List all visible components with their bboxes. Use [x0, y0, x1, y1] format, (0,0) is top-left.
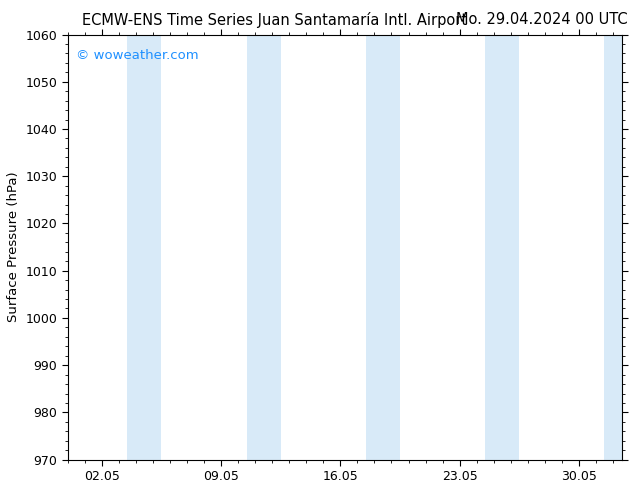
Bar: [127, 35, 162, 460]
Bar: [604, 35, 621, 460]
Bar: [247, 35, 281, 460]
Bar: [485, 35, 519, 460]
Text: © woweather.com: © woweather.com: [76, 49, 198, 62]
Text: ECMW-ENS Time Series Juan Santamaría Intl. Airport: ECMW-ENS Time Series Juan Santamaría Int…: [82, 12, 467, 28]
Y-axis label: Surface Pressure (hPa): Surface Pressure (hPa): [7, 172, 20, 322]
Text: Mo. 29.04.2024 00 UTC: Mo. 29.04.2024 00 UTC: [456, 12, 628, 27]
Bar: [366, 35, 400, 460]
